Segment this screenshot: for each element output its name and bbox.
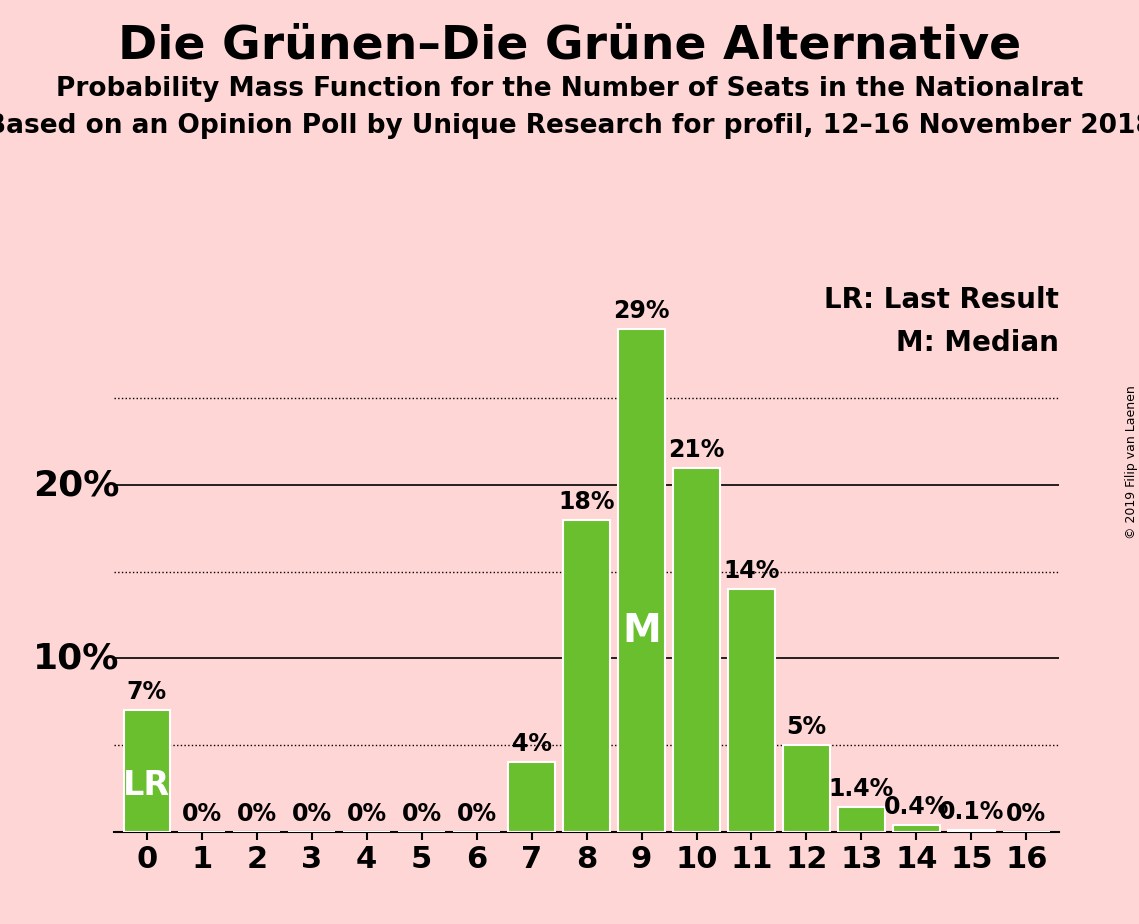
Text: 0%: 0% [292, 802, 331, 826]
Text: Die Grünen–Die Grüne Alternative: Die Grünen–Die Grüne Alternative [118, 23, 1021, 68]
Text: 0%: 0% [346, 802, 387, 826]
Bar [893, 824, 940, 832]
Text: 0.1%: 0.1% [939, 800, 1003, 824]
Text: M: Median: M: Median [896, 329, 1059, 358]
Bar [838, 808, 885, 832]
Text: 7%: 7% [126, 680, 167, 704]
Text: 18%: 18% [558, 490, 615, 514]
Text: 14%: 14% [723, 559, 780, 583]
Text: 0%: 0% [182, 802, 222, 826]
Text: LR: LR [123, 769, 171, 802]
Text: Probability Mass Function for the Number of Seats in the Nationalrat: Probability Mass Function for the Number… [56, 76, 1083, 102]
Text: 29%: 29% [613, 299, 670, 323]
Bar [948, 830, 994, 832]
Text: 0%: 0% [1006, 802, 1047, 826]
Bar [784, 745, 830, 832]
Text: 10%: 10% [33, 641, 120, 675]
Text: 0.4%: 0.4% [884, 795, 949, 819]
Text: 0%: 0% [237, 802, 277, 826]
Bar [508, 762, 555, 832]
Text: © 2019 Filip van Laenen: © 2019 Filip van Laenen [1124, 385, 1138, 539]
Text: 0%: 0% [457, 802, 497, 826]
Text: LR: Last Result: LR: Last Result [825, 286, 1059, 314]
Text: M: M [622, 612, 661, 650]
Text: Based on an Opinion Poll by Unique Research for profil, 12–16 November 2018: Based on an Opinion Poll by Unique Resea… [0, 113, 1139, 139]
Bar [563, 519, 611, 832]
Text: 1.4%: 1.4% [829, 777, 894, 801]
Bar [728, 590, 775, 832]
Bar [123, 711, 170, 832]
Text: 21%: 21% [669, 438, 724, 462]
Text: 20%: 20% [33, 468, 120, 502]
Bar [673, 468, 720, 832]
Text: 0%: 0% [402, 802, 442, 826]
Text: 5%: 5% [786, 715, 827, 739]
Text: 4%: 4% [511, 732, 551, 756]
Bar [618, 329, 665, 832]
